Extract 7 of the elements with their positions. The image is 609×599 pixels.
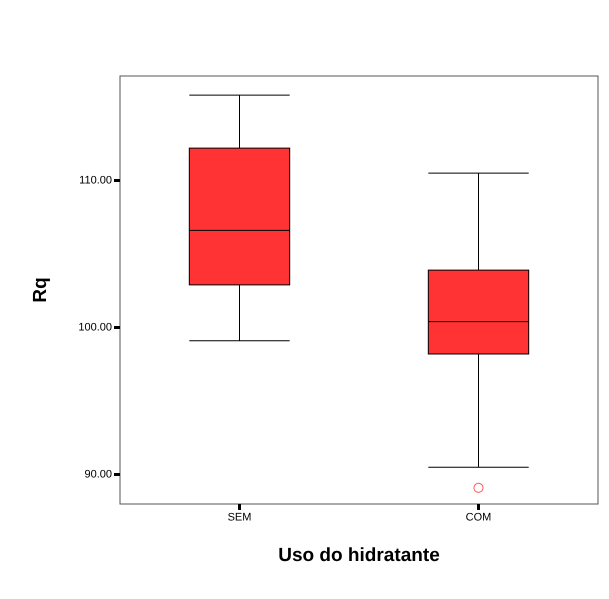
y-axis-title: Rq	[30, 277, 51, 303]
y-tick-label: 110.00	[79, 174, 112, 186]
y-tick-label: 90.00	[84, 468, 112, 481]
x-tick-label: SEM	[228, 512, 252, 524]
x-tick-label: COM	[466, 512, 492, 524]
x-axis-title: Uso do hidratante	[278, 545, 440, 566]
y-tick-label: 100.00	[78, 322, 112, 334]
